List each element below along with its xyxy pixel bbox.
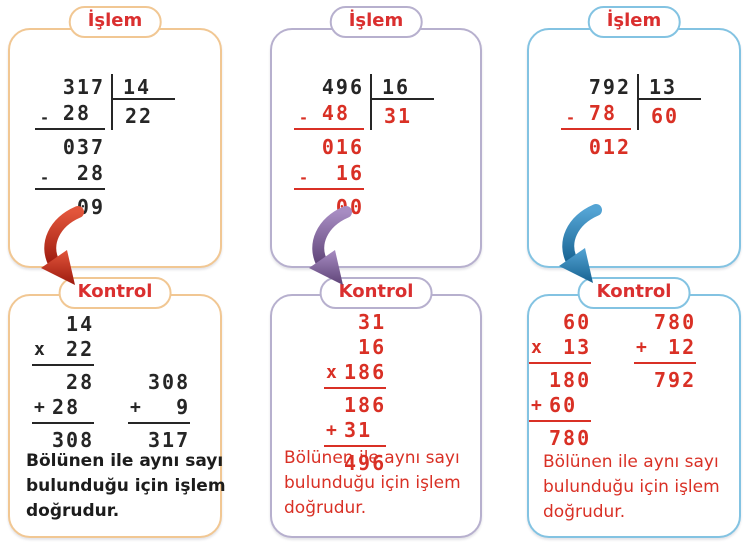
islem-header-pill: İşlem	[587, 6, 681, 38]
divisor: 14	[113, 74, 175, 100]
kontrol-header-pill: Kontrol	[319, 277, 433, 309]
dividend: 496	[321, 75, 364, 99]
multiplication-check: 14 x 22 28 +28 308	[31, 312, 95, 452]
division-steps: -28 037-28 09	[35, 101, 105, 219]
kontrol-header-pill: Kontrol	[58, 277, 172, 309]
division-steps: -48 016-16 00	[294, 101, 364, 219]
curved-down-right-arrow-icon	[41, 206, 84, 285]
long-division-work: 792 -78 012 13 60	[561, 74, 701, 160]
column-3: İşlem 792 -78 012 13 60 Kontrol	[527, 0, 741, 543]
divisor: 13	[639, 74, 701, 100]
addition-check: 308 +9 317	[127, 370, 191, 452]
kontrol-label: Kontrol	[338, 281, 414, 302]
kontrol-label: Kontrol	[596, 281, 672, 302]
islem-label: İşlem	[606, 10, 662, 31]
division-steps: -78 012	[561, 101, 631, 159]
division-right-column: 16 31	[370, 74, 434, 130]
column-1: İşlem 317 -28 037-28 09 14 22 Kontrol	[8, 0, 226, 543]
division-right-column: 13 60	[637, 74, 701, 130]
multiplication-check: 31 16 x 186 186 +31 496	[323, 310, 387, 475]
kontrol-header-pill: Kontrol	[577, 277, 691, 309]
islem-panel: 496 -48 016-16 00 16 31	[270, 28, 482, 268]
explanation-note: Bölünen ile aynı sayı bulunduğu için işl…	[26, 451, 226, 521]
addition-check: 780 +12 792	[633, 310, 697, 392]
kontrol-panel	[527, 294, 741, 538]
kontrol-label: Kontrol	[77, 281, 153, 302]
division-left-column: 317 -28 037-28 09	[35, 74, 111, 220]
kontrol-panel	[270, 294, 482, 538]
islem-header-pill: İşlem	[68, 6, 162, 38]
multiplication-check: 60 x 13 180 +60 780	[528, 310, 592, 450]
quotient: 31	[384, 104, 413, 128]
islem-panel: 317 -28 037-28 09 14 22	[8, 28, 222, 268]
division-right-column: 14 22	[111, 74, 175, 130]
explanation-note: Bölünen ile aynı sayı bulunduğu için işl…	[543, 452, 720, 522]
islem-panel: 792 -78 012 13 60	[527, 28, 741, 268]
column-2: İşlem 496 -48 016-16 00 16 31 Kontrol	[270, 0, 482, 543]
dividend: 792	[588, 75, 631, 99]
islem-header-pill: İşlem	[329, 6, 423, 38]
explanation-note: Bölünen ile aynı sayı bulunduğu için işl…	[284, 448, 461, 518]
quotient: 60	[651, 104, 680, 128]
quotient: 22	[125, 104, 154, 128]
dividend: 317	[62, 75, 105, 99]
division-left-column: 496 -48 016-16 00	[294, 74, 370, 220]
curved-down-right-arrow-icon	[559, 204, 602, 283]
islem-label: İşlem	[348, 10, 404, 31]
divisor: 16	[372, 74, 434, 100]
kontrol-panel	[8, 294, 222, 538]
islem-label: İşlem	[87, 10, 143, 31]
long-division-work: 317 -28 037-28 09 14 22	[35, 74, 175, 220]
curved-down-right-arrow-icon	[309, 206, 352, 285]
division-left-column: 792 -78 012	[561, 74, 637, 160]
long-division-work: 496 -48 016-16 00 16 31	[294, 74, 434, 220]
